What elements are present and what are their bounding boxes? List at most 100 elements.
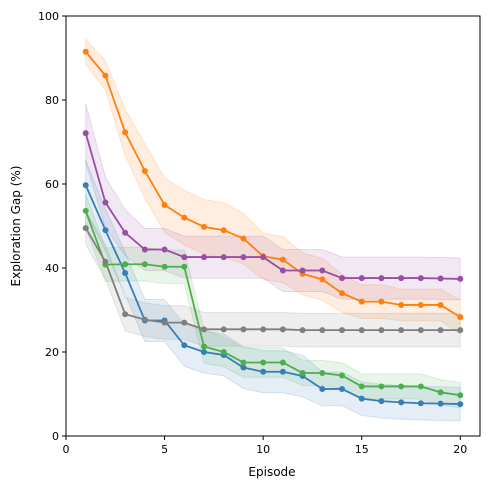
series-lines bbox=[84, 51, 461, 405]
series-2-point bbox=[161, 246, 168, 253]
series-1-point bbox=[181, 214, 188, 221]
series-2-point bbox=[339, 275, 345, 282]
series-1-point bbox=[437, 301, 444, 308]
series-5-point bbox=[161, 319, 168, 326]
series-5-point bbox=[319, 327, 326, 334]
series-4-point bbox=[122, 261, 129, 268]
series-3-point bbox=[358, 395, 365, 402]
series-3-point bbox=[201, 349, 207, 355]
series-3-point bbox=[378, 398, 385, 405]
series-4-point bbox=[339, 372, 345, 379]
series-3-point bbox=[260, 368, 267, 375]
series-3-point bbox=[398, 399, 405, 406]
series-1-point bbox=[220, 227, 227, 234]
series-3-point bbox=[279, 368, 286, 375]
series-4-point bbox=[201, 343, 207, 350]
series-3-point bbox=[82, 182, 89, 189]
series-5-point bbox=[279, 326, 286, 333]
y-tick-label: 0 bbox=[52, 430, 59, 443]
series-1-point bbox=[339, 290, 345, 297]
series-4-point bbox=[378, 383, 385, 390]
series-2-point bbox=[437, 275, 444, 282]
series-3-point bbox=[339, 385, 345, 392]
y-tick-label: 60 bbox=[45, 178, 59, 191]
series-4-point bbox=[181, 263, 188, 270]
series-3-point bbox=[181, 342, 188, 349]
y-tick-label: 40 bbox=[45, 262, 59, 275]
series-5-point bbox=[358, 327, 365, 334]
series-2-line bbox=[84, 132, 461, 280]
series-2-point bbox=[299, 267, 306, 274]
series-2-point bbox=[181, 254, 188, 261]
series-2-point bbox=[102, 199, 109, 206]
series-1-point bbox=[279, 256, 286, 263]
series-2-point bbox=[457, 275, 464, 282]
series-5-point bbox=[102, 258, 109, 265]
series-1-point bbox=[161, 202, 168, 208]
series-4-point bbox=[457, 392, 464, 399]
series-5-point bbox=[378, 327, 385, 334]
x-axis-label: Episode bbox=[248, 465, 295, 479]
series-4-point bbox=[299, 370, 306, 376]
series-5-point bbox=[339, 327, 345, 334]
series-5-point bbox=[457, 327, 464, 334]
series-4-point bbox=[220, 349, 227, 355]
series-5-point bbox=[299, 327, 306, 334]
series-5-point bbox=[141, 316, 148, 323]
series-4-point bbox=[319, 370, 326, 376]
series-2-point bbox=[417, 275, 424, 282]
series-4-point bbox=[417, 383, 424, 390]
series-5-band bbox=[85, 209, 461, 348]
series-1-point bbox=[457, 314, 464, 321]
series-2-point bbox=[220, 254, 227, 261]
series-5-point bbox=[201, 326, 207, 333]
series-4-point bbox=[358, 383, 365, 390]
series-4-point bbox=[279, 359, 286, 366]
y-axis-ticks: 0 20 40 60 80 100 bbox=[38, 10, 66, 443]
plot-frame bbox=[65, 15, 481, 437]
series-1-point bbox=[398, 301, 405, 308]
series-points bbox=[82, 48, 464, 408]
series-5-point bbox=[220, 326, 227, 333]
series-2-point bbox=[398, 275, 405, 282]
series-5-point bbox=[82, 225, 89, 232]
series-4-line bbox=[84, 210, 461, 397]
series-3-point bbox=[240, 364, 247, 371]
x-tick-label: 15 bbox=[355, 443, 369, 456]
series-5-point bbox=[437, 327, 444, 334]
series-4-point bbox=[398, 383, 405, 390]
series-3-point bbox=[102, 227, 109, 234]
series-2-point bbox=[122, 229, 129, 236]
series-1-point bbox=[358, 298, 365, 305]
series-3-band bbox=[85, 159, 461, 422]
series-1-point bbox=[417, 301, 424, 308]
series-1-point bbox=[240, 235, 247, 242]
series-1-point bbox=[141, 167, 148, 174]
series-1-point bbox=[201, 223, 207, 230]
series-2-point bbox=[260, 254, 267, 261]
series-3-point bbox=[319, 385, 326, 392]
series-2-point bbox=[358, 275, 365, 282]
series-5-point bbox=[260, 326, 267, 333]
series-2-band bbox=[85, 103, 461, 301]
y-axis-label: Exploration Gap (%) bbox=[9, 166, 23, 287]
y-tick-label: 80 bbox=[45, 94, 59, 107]
series-3-point bbox=[457, 401, 464, 408]
series-3-point bbox=[417, 400, 424, 407]
x-axis-ticks: 0 5 10 15 20 bbox=[63, 436, 467, 456]
series-5-point bbox=[122, 311, 129, 318]
series-2-point bbox=[82, 130, 89, 137]
series-2-point bbox=[279, 267, 286, 274]
series-1-point bbox=[122, 129, 129, 136]
y-tick-label: 100 bbox=[38, 10, 59, 23]
x-tick-label: 5 bbox=[161, 443, 168, 456]
series-1-line bbox=[85, 51, 461, 318]
series-5-point bbox=[398, 327, 405, 334]
series-5-point bbox=[417, 327, 424, 334]
series-5-line bbox=[84, 227, 461, 332]
series-1-point bbox=[82, 48, 89, 55]
series-1-point bbox=[319, 276, 326, 283]
series-4-point bbox=[141, 261, 148, 268]
series-4-point bbox=[82, 207, 89, 214]
